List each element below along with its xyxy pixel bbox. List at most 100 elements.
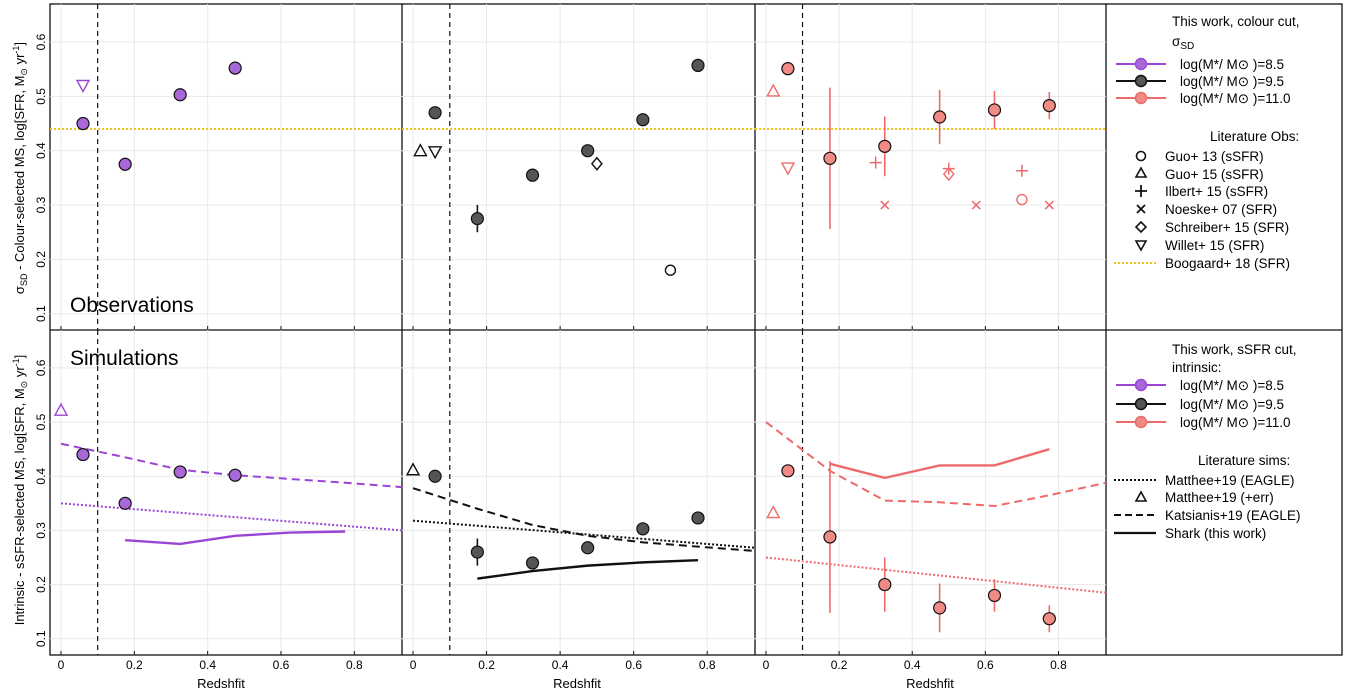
y-tick-label: 0.1 — [34, 630, 48, 647]
y-tick-label: 0.5 — [34, 413, 48, 430]
legend-plus-marker — [1135, 185, 1147, 197]
x-axis-title-left: Redshfit — [197, 676, 245, 691]
panel-frames — [49, 3, 1343, 656]
legend-triangle-down-marker — [1134, 240, 1148, 252]
plus-marker — [1015, 164, 1028, 177]
open-circle-marker — [664, 264, 677, 276]
data-point — [933, 110, 947, 124]
legend-triangle-up-marker — [1134, 166, 1148, 178]
data-point — [636, 522, 650, 536]
legend-bottom-lit-shark: Shark (this work) — [1165, 526, 1266, 541]
legend-top-lit-guo15: Guo+ 15 (sSFR) — [1165, 167, 1264, 182]
legend-top-title-sigma: σSD — [1172, 34, 1194, 52]
panel-top-right — [755, 4, 1106, 330]
x-tick-label: 0.8 — [699, 658, 716, 672]
panel-bottom-middle — [402, 330, 755, 655]
x-axis-title-right: Redshfit — [906, 676, 954, 691]
data-point — [76, 447, 90, 462]
legend-cross-marker — [1136, 204, 1146, 214]
cross-marker — [880, 200, 890, 210]
data-point — [691, 58, 705, 72]
legend-top-lit-willet15: Willet+ 15 (SFR) — [1165, 238, 1264, 253]
data-point — [228, 468, 242, 482]
triangle-down-marker — [780, 162, 796, 176]
y-tick-label: 0.3 — [34, 196, 48, 213]
row-label-simulations: Simulations — [70, 347, 179, 370]
triangle-up-marker — [413, 143, 428, 157]
data-point — [581, 144, 595, 158]
triangle-up-marker — [405, 462, 421, 476]
data-point — [636, 113, 650, 127]
x-axis-title-middle: Redshfit — [553, 676, 601, 691]
triangle-up-marker — [766, 83, 781, 97]
legend-bottom-lit-matthee-eagle: Matthee+19 (EAGLE) — [1165, 473, 1294, 488]
x-tick-label: 0.4 — [199, 658, 216, 672]
data-point — [173, 465, 187, 479]
y-tick-label: 0.1 — [34, 305, 48, 322]
data-point — [525, 168, 540, 182]
legend-top-lit-schreiber15: Schreiber+ 15 (SFR) — [1165, 220, 1289, 235]
data-point — [933, 601, 947, 615]
triangle-down-marker — [427, 146, 443, 160]
data-point — [118, 496, 132, 510]
data-point — [76, 116, 90, 131]
x-tick-label: 0.6 — [625, 658, 642, 672]
x-tick-label: 0.6 — [273, 658, 290, 672]
legend-bottom: This work, sSFR cut, intrinsic: log(M*/ … — [1114, 342, 1300, 541]
data-point — [691, 511, 705, 525]
series-dotted-line — [765, 556, 1106, 594]
triangle-down-marker — [75, 79, 91, 93]
triangle-up-marker — [53, 402, 69, 416]
data-point — [470, 545, 484, 559]
top-y-axis-title: σSD - Colour-selected MS, log[SFR, M⊙ yr… — [11, 42, 29, 294]
data-point — [823, 151, 837, 165]
cross-marker — [1044, 200, 1054, 210]
series-dotted-line — [412, 519, 755, 549]
x-tick-label: 0.2 — [831, 658, 848, 672]
data-point — [1042, 99, 1056, 113]
y-tick-label: 0.2 — [34, 251, 48, 268]
x-tick-label: 0.8 — [346, 658, 363, 672]
cross-marker — [971, 200, 981, 210]
y-tick-label: 0.6 — [34, 33, 48, 50]
y-tick-label: 0.6 — [34, 359, 48, 376]
data-point — [173, 88, 187, 102]
bottom-y-axis-title: Intrinsic - sSFR-selected MS, log[SFR, M… — [11, 355, 29, 626]
data-point — [1042, 612, 1056, 626]
row-label-observations: Observations — [70, 294, 194, 317]
data-point — [581, 541, 595, 555]
legend-bottom-lit-matthee-err: Matthee+19 (+err) — [1165, 490, 1274, 505]
x-tick-label: 0.8 — [1050, 658, 1067, 672]
y-tick-label: 0.4 — [34, 142, 48, 159]
data-point — [878, 577, 892, 592]
x-tick-label: 0.2 — [478, 658, 495, 672]
legend-bottom-entry-9-5: log(M*/ M⊙ )=9.5 — [1116, 397, 1284, 412]
legend-bottom-lit-katsianis: Katsianis+19 (EAGLE) — [1165, 508, 1300, 523]
legend-top-lit-guo13: Guo+ 13 (sSFR) — [1165, 149, 1264, 164]
series-dotted-line — [60, 502, 402, 532]
series-dashed-line — [412, 487, 755, 552]
data-point — [823, 530, 837, 544]
legend-top-label-8-5: log(M*/ M⊙ )=8.5 — [1180, 57, 1284, 72]
x-tick-label: 0.6 — [977, 658, 994, 672]
legend-bottom-label-11-0: log(M*/ M⊙ )=11.0 — [1180, 415, 1290, 430]
legend-bottom-label-8-5: log(M*/ M⊙ )=8.5 — [1180, 378, 1284, 393]
legend-top-entry-8-5: log(M*/ M⊙ )=8.5 — [1116, 57, 1284, 72]
panel-top-left — [50, 4, 402, 330]
data-point — [781, 62, 795, 76]
legend-bottom-entry-8-5: log(M*/ M⊙ )=8.5 — [1116, 378, 1284, 393]
x-tick-label: 0 — [410, 658, 417, 672]
legend-circle-marker — [1135, 150, 1147, 162]
legend-bottom-title: This work, sSFR cut, — [1172, 342, 1297, 357]
series-solid-line — [477, 559, 699, 580]
data-point — [987, 588, 1002, 603]
data-point — [878, 139, 892, 153]
legend-top-entry-11-0: log(M*/ M⊙ )=11.0 — [1116, 91, 1290, 106]
panel-top-middle — [402, 4, 755, 330]
y-tick-label: 0.5 — [34, 88, 48, 105]
x-tick-label: 0 — [763, 658, 770, 672]
data-point — [428, 106, 442, 120]
legend-bottom-title-2: intrinsic: — [1172, 360, 1222, 375]
open-circle-marker — [1016, 193, 1028, 206]
